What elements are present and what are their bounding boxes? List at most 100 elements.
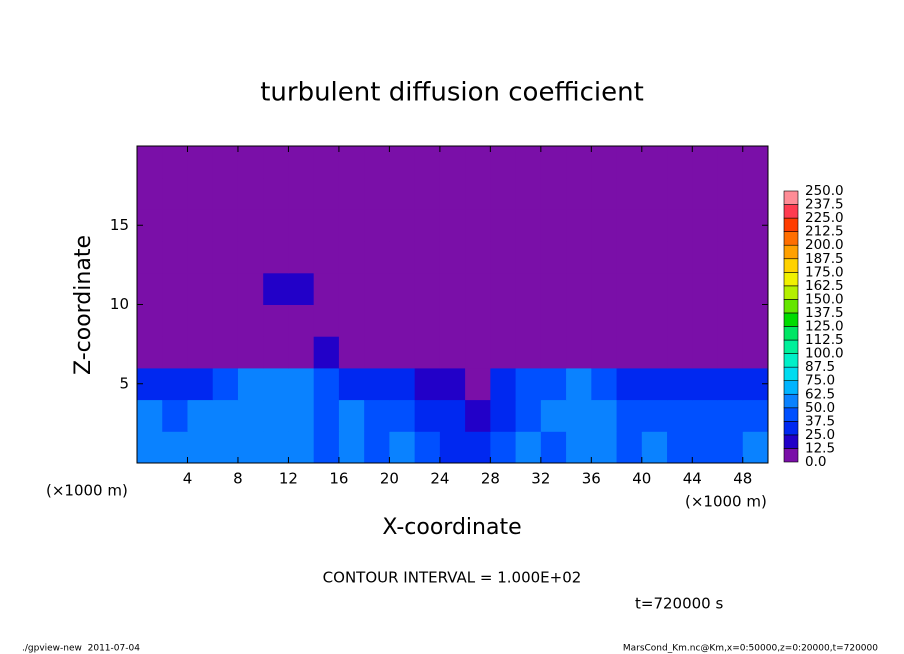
heat-cell — [313, 367, 340, 401]
heat-cell — [439, 336, 466, 369]
heat-cell — [465, 209, 491, 242]
annotation: CONTOUR INTERVAL = 1.000E+02 — [323, 569, 582, 587]
heat-cell — [414, 304, 441, 337]
heat-cell — [515, 241, 542, 274]
heat-cell — [515, 399, 542, 432]
heat-cell — [465, 146, 491, 179]
colorbar-swatch — [783, 326, 799, 341]
heat-cell — [591, 304, 618, 337]
colorbar-swatch — [783, 407, 799, 422]
heat-cell — [137, 304, 163, 337]
heat-cell — [641, 399, 668, 432]
heat-cell — [591, 272, 618, 305]
heat-cell — [717, 367, 744, 401]
colorbar-swatch — [783, 380, 799, 395]
colorbar-swatch — [783, 312, 799, 327]
x-tick-label: 40 — [632, 470, 651, 488]
heat-cell — [263, 146, 289, 179]
heat-cell — [389, 146, 416, 179]
colorbar-label: 100.0 — [805, 346, 844, 362]
heat-cell — [717, 431, 744, 464]
colorbar-label: 112.5 — [805, 332, 844, 348]
heat-cell — [465, 367, 491, 401]
heat-cell — [742, 146, 769, 179]
colorbar-label: 187.5 — [805, 251, 844, 267]
heat-cell — [338, 304, 365, 337]
heat-cell — [237, 304, 264, 337]
heat-cell — [616, 146, 643, 179]
heat-cell — [742, 272, 769, 305]
colorbar-swatch — [783, 258, 799, 273]
heat-cell — [237, 241, 264, 274]
heat-cell — [515, 304, 542, 337]
heat-cell — [641, 177, 668, 210]
heat-cell — [742, 241, 769, 274]
colorbar-swatch — [783, 366, 799, 381]
heat-cell — [591, 209, 618, 242]
colorbar-swatch — [783, 393, 799, 409]
heat-cell — [338, 272, 365, 305]
colorbar-label: 75.0 — [805, 373, 835, 389]
heat-cell — [237, 177, 264, 210]
heat-cell — [389, 431, 416, 464]
heat-cell — [692, 304, 719, 337]
colorbar-label: 25.0 — [805, 427, 835, 443]
heat-cell — [742, 304, 769, 337]
heat-cell — [187, 272, 214, 305]
heat-cell — [288, 399, 315, 432]
heat-cell — [389, 304, 416, 337]
heat-cell — [667, 241, 693, 274]
heat-cell — [263, 241, 289, 274]
y-axis-label: Z-coordinate — [71, 235, 96, 375]
heat-cell — [490, 336, 517, 369]
heat-cell — [313, 399, 340, 432]
colorbar-swatch — [783, 271, 799, 287]
heat-cell — [490, 146, 517, 179]
heat-cell — [414, 367, 441, 401]
heat-cell — [465, 177, 491, 210]
heat-cell — [313, 304, 340, 337]
heat-cell — [465, 304, 491, 337]
heat-cell — [439, 431, 466, 464]
heat-cell — [237, 209, 264, 242]
heat-cell — [288, 209, 315, 242]
heat-cell — [162, 336, 188, 369]
heat-cell — [566, 146, 592, 179]
heat-cell — [667, 336, 693, 369]
x-tick-label: 16 — [329, 470, 348, 488]
heat-cell — [591, 367, 618, 401]
heat-cell — [540, 399, 567, 432]
heat-cell — [439, 241, 466, 274]
heat-cell — [187, 336, 214, 369]
heat-cell — [616, 336, 643, 369]
heat-cell — [692, 272, 719, 305]
heat-cell — [288, 304, 315, 337]
heat-cell — [641, 146, 668, 179]
heat-cell — [389, 241, 416, 274]
heat-cell — [490, 367, 517, 401]
heat-cell — [263, 367, 289, 401]
heat-cell — [566, 177, 592, 210]
heat-cell — [641, 431, 668, 464]
heat-cell — [313, 146, 340, 179]
heat-cell — [692, 241, 719, 274]
heat-cell — [237, 272, 264, 305]
heat-cell — [364, 241, 390, 274]
heat-cell — [288, 336, 315, 369]
heat-cell — [313, 177, 340, 210]
heat-cell — [162, 367, 188, 401]
heat-cell — [313, 431, 340, 464]
heat-cell — [364, 146, 390, 179]
heat-cell — [237, 399, 264, 432]
heat-cell — [263, 431, 289, 464]
heat-cell — [439, 146, 466, 179]
heat-cell — [187, 304, 214, 337]
x-units-label: (×1000 m) — [46, 482, 128, 500]
heat-cell — [667, 146, 693, 179]
heat-cell — [667, 431, 693, 464]
heat-cell — [338, 399, 365, 432]
heat-cell — [667, 399, 693, 432]
x-tick-label: 44 — [683, 470, 702, 488]
heat-cell — [414, 399, 441, 432]
heat-cell — [338, 431, 365, 464]
